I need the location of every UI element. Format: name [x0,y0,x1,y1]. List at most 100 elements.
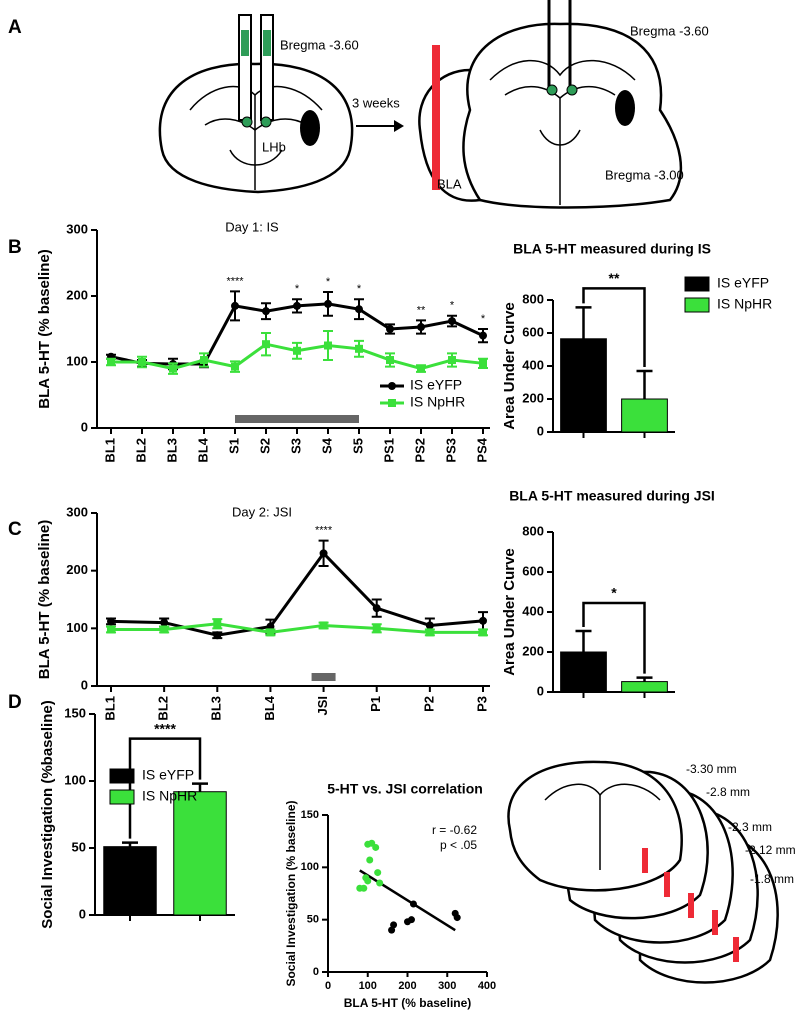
chart-title: 5-HT vs. JSI correlation [327,781,483,797]
significance: **** [315,525,333,537]
point [160,618,169,627]
legend-label: IS eYFP [717,275,769,291]
point [107,617,115,626]
point [355,305,363,314]
series-line [110,551,484,637]
chart-title: BLA 5-HT measured during JSI [509,488,715,504]
point [138,358,146,366]
panel-label: B [8,237,22,258]
x-tick-label: PS4 [474,437,489,462]
point [262,307,270,316]
point [386,356,394,365]
label: LHb [262,139,286,154]
legend-label: IS eYFP [142,767,194,783]
significance: **** [226,275,244,287]
y-tick-label: 150 [64,705,86,720]
arrow [356,120,404,132]
point [319,621,328,630]
y-tick-label: 200 [522,643,544,658]
stimulus-bar [235,415,359,423]
y-axis-label: Area Under Curve [501,548,518,676]
x-tick-label: S2 [257,438,272,454]
y-tick-label: 200 [522,390,544,405]
point [372,604,381,613]
y-tick-label: 600 [522,324,544,339]
label: Bregma -3.60 [630,23,709,38]
point [448,317,456,326]
x-tick-label: BL2 [156,696,171,721]
point [479,359,487,368]
label: -2.8 mm [706,785,750,799]
x-tick-label: P3 [474,696,489,712]
brain-diagram-left [158,14,354,194]
significance: * [611,585,617,601]
x-tick-label: BL4 [262,695,277,720]
point [293,346,301,355]
point [266,628,275,637]
stimulus-bar [311,673,336,681]
bar [560,338,607,433]
legend-marker [388,382,396,390]
label: BLA [437,176,462,191]
bar [560,651,607,693]
error-bar [122,841,138,847]
point [479,628,487,637]
point [448,356,456,365]
y-tick-label: 0 [79,906,86,921]
y-tick-label: 100 [66,620,88,635]
point [407,916,415,924]
legend-swatch [109,768,135,784]
point [479,331,487,340]
x-tick-label: BL1 [102,438,117,463]
annotation: r = -0.62 [432,823,477,837]
legend-label: IS NpHR [142,788,197,804]
significance-bracket [582,287,646,367]
point [374,869,382,877]
point [293,301,301,310]
point [386,325,394,333]
bar [173,791,227,916]
y-tick-label: 50 [72,839,86,854]
point [417,364,425,373]
point [390,921,398,929]
point [453,914,461,922]
significance: ** [609,270,620,286]
y-tick-label: 100 [66,353,88,368]
annotation: p < .05 [440,838,477,852]
y-tick-label: 600 [522,563,544,578]
x-tick-label: 0 [325,980,331,992]
point [213,619,222,628]
point [376,879,384,887]
bar [621,398,668,433]
panel-label: D [8,692,22,713]
y-tick-label: 800 [522,523,544,538]
y-tick-label: 300 [66,504,88,519]
point [364,877,372,885]
y-tick-label: 100 [301,861,319,873]
point [160,625,169,634]
point [262,340,270,349]
point [319,549,328,558]
point [324,341,332,350]
legend-swatch [109,789,135,805]
x-tick-label: BL4 [195,437,210,462]
point [409,900,417,908]
point [107,625,115,634]
y-tick-label: 400 [522,357,544,372]
point [231,362,239,371]
chart-title: Day 1: IS [225,219,279,234]
significance: * [326,276,331,288]
point [479,616,487,625]
x-tick-label: S3 [288,438,303,454]
y-tick-label: 0 [537,423,544,438]
y-tick-label: 800 [522,291,544,306]
x-axis-label: BLA 5-HT (% baseline) [344,996,472,1010]
histology-diagram [507,760,779,984]
point [425,621,434,630]
y-tick-label: 300 [66,221,88,236]
legend-label: IS NpHR [410,394,465,410]
x-tick-label: 400 [478,980,496,992]
y-axis-label: BLA 5-HT (% baseline) [36,249,53,408]
legend-label: IS NpHR [717,296,772,312]
